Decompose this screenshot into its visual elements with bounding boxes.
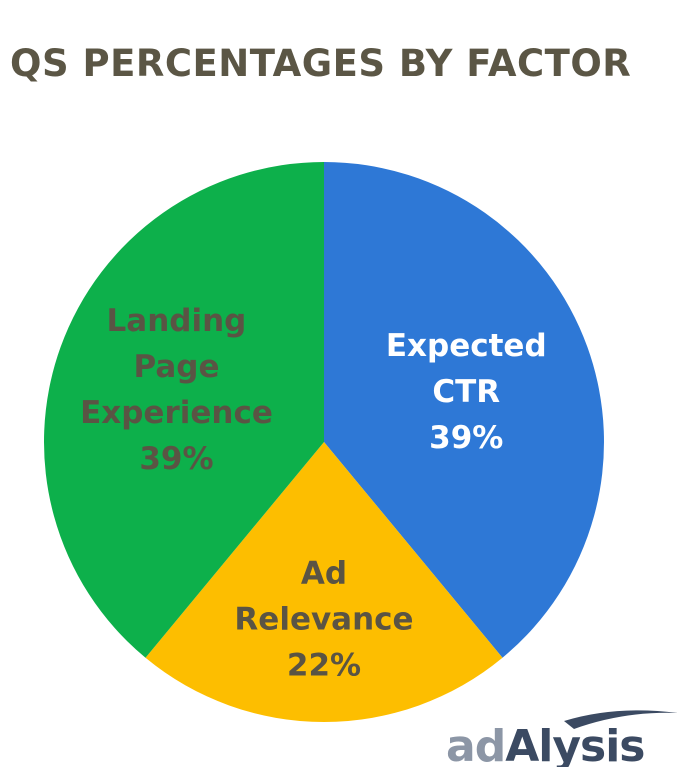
pie-slices — [44, 162, 604, 722]
adalysis-logo: adAlysis — [446, 710, 678, 767]
slice-value-label: 39% — [139, 441, 213, 477]
chart-title: QS PERCENTAGES BY FACTOR — [10, 42, 632, 85]
slice-category-label: Relevance — [234, 601, 413, 637]
logo-part-alysis: Alysis — [505, 721, 644, 767]
pie-slice-2 — [145, 442, 503, 722]
pie-labels: Expected CTR 39% Ad Relevance 22% Landing Page E… — [80, 303, 547, 684]
pie-slice-3 — [44, 162, 325, 658]
slice-label-2: Ad Relevance 22% — [234, 555, 413, 683]
slice-label-3: Landing Page Experience 39% — [80, 303, 273, 477]
pie-slice-1 — [324, 162, 604, 658]
logo-part-ad: ad — [446, 721, 505, 767]
slice-category-label: CTR — [432, 374, 500, 410]
logo-text: adAlysis — [446, 721, 644, 767]
slice-category-label: Ad — [301, 555, 347, 591]
slice-category-label: Landing — [107, 303, 247, 339]
slice-category-label: Experience — [80, 395, 273, 431]
slice-category-label: Page — [133, 349, 219, 385]
slice-value-label: 39% — [429, 420, 503, 456]
slice-label-1: Expected CTR 39% — [386, 328, 547, 456]
logo-swoosh — [564, 710, 678, 729]
slice-value-label: 22% — [287, 647, 361, 683]
slice-category-label: Expected — [386, 328, 547, 364]
